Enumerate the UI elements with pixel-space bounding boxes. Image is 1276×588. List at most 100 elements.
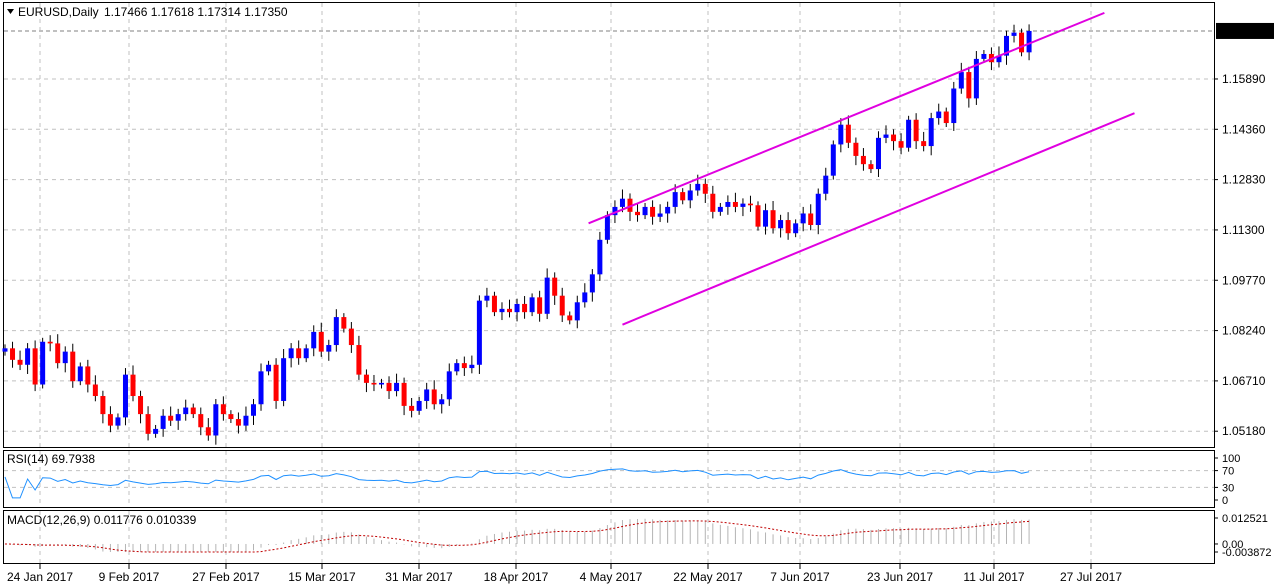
bullish-candle bbox=[454, 359, 460, 376]
bearish-candle bbox=[401, 377, 407, 416]
bearish-candle bbox=[130, 365, 136, 402]
bullish-candle bbox=[906, 115, 912, 152]
bearish-candle bbox=[318, 322, 324, 357]
candle-body bbox=[160, 415, 166, 429]
candle-body bbox=[341, 317, 347, 329]
candle-body bbox=[966, 72, 972, 99]
bearish-candle bbox=[552, 272, 558, 305]
candle-body bbox=[635, 211, 641, 216]
candle-body bbox=[153, 428, 159, 434]
bearish-candle bbox=[537, 290, 543, 322]
x-tick-label: 11 Jul 2017 bbox=[963, 570, 1024, 584]
bullish-candle bbox=[657, 204, 663, 223]
bullish-candle bbox=[499, 302, 505, 321]
candle-body bbox=[77, 366, 83, 382]
candle-body bbox=[130, 374, 136, 397]
candle-body bbox=[582, 292, 588, 303]
candle-body bbox=[537, 297, 543, 314]
candle-body bbox=[85, 366, 91, 385]
bullish-candle bbox=[958, 62, 964, 94]
bearish-candle bbox=[635, 203, 641, 222]
bearish-candle bbox=[559, 287, 565, 323]
bullish-candle bbox=[439, 394, 445, 414]
bullish-candle bbox=[469, 355, 475, 374]
bearish-candle bbox=[341, 313, 347, 333]
candle-body bbox=[702, 183, 708, 194]
candle-body bbox=[348, 328, 354, 346]
symbol-title[interactable]: EURUSD,Daily bbox=[18, 5, 99, 19]
bullish-candle bbox=[40, 337, 46, 389]
y-tick-label: 1.14360 bbox=[1222, 122, 1266, 136]
candle-body bbox=[296, 348, 302, 359]
candle-body bbox=[559, 295, 565, 316]
bullish-candle bbox=[951, 81, 957, 131]
candle-body bbox=[672, 192, 678, 207]
bullish-candle bbox=[1026, 24, 1032, 61]
candle-body bbox=[793, 223, 799, 234]
bullish-candle bbox=[250, 398, 256, 425]
candle-body bbox=[823, 175, 829, 194]
bearish-candle bbox=[168, 406, 174, 426]
ohlc-readout: 1.17466 1.17618 1.17314 1.17350 bbox=[104, 5, 288, 19]
bearish-candle bbox=[363, 369, 369, 393]
candle-body bbox=[175, 414, 181, 421]
rsi-y-tick-label: 70 bbox=[1222, 466, 1234, 478]
bearish-candle bbox=[507, 299, 513, 318]
candle-body bbox=[476, 300, 482, 365]
bearish-candle bbox=[650, 200, 656, 225]
y-tick-label: 1.06710 bbox=[1222, 374, 1266, 388]
candle-body bbox=[40, 341, 46, 385]
bearish-candle bbox=[47, 335, 53, 352]
bullish-candle bbox=[281, 348, 287, 407]
x-tick-label: 9 Feb 2017 bbox=[99, 570, 160, 584]
candle-body bbox=[883, 134, 889, 138]
x-tick-label: 22 May 2017 bbox=[673, 570, 743, 584]
candle-body bbox=[747, 203, 753, 206]
y-tick-label: 1.11300 bbox=[1222, 223, 1265, 237]
x-tick-label: 31 Mar 2017 bbox=[385, 570, 453, 584]
candle-body bbox=[544, 277, 550, 314]
y-tick-label: 1.05180 bbox=[1222, 424, 1266, 438]
bearish-candle bbox=[356, 335, 362, 380]
candle-body bbox=[220, 404, 226, 415]
candle-body bbox=[288, 348, 294, 359]
candle-body bbox=[243, 415, 249, 426]
bearish-candle bbox=[785, 212, 791, 240]
candle-body bbox=[514, 303, 520, 313]
y-tick-label: 1.12830 bbox=[1222, 173, 1266, 187]
bullish-candle bbox=[883, 125, 889, 144]
candle-body bbox=[100, 396, 106, 415]
candle-body bbox=[627, 198, 633, 212]
last-price-tag bbox=[1216, 22, 1274, 39]
candle-body bbox=[318, 331, 324, 352]
candle-body bbox=[680, 192, 686, 201]
candle-body bbox=[552, 277, 558, 296]
bullish-candle bbox=[326, 339, 332, 361]
bullish-candle bbox=[936, 103, 942, 125]
bearish-candle bbox=[273, 358, 279, 409]
candle-body bbox=[710, 193, 716, 212]
candle-body bbox=[1026, 30, 1032, 53]
candle-body bbox=[115, 417, 121, 426]
candle-body bbox=[830, 144, 836, 176]
macd-y-tick-label: 0.012521 bbox=[1222, 513, 1268, 525]
candle-body bbox=[138, 396, 144, 415]
symbol-dropdown-icon[interactable] bbox=[7, 9, 14, 14]
candle-body bbox=[266, 364, 272, 372]
candle-body bbox=[10, 348, 16, 360]
bearish-candle bbox=[85, 359, 91, 393]
y-tick-label: 1.15890 bbox=[1222, 72, 1266, 86]
candle-body bbox=[47, 341, 53, 344]
x-tick-label: 27 Jul 2017 bbox=[1060, 570, 1122, 584]
candle-body bbox=[778, 220, 784, 229]
bearish-candle bbox=[891, 129, 897, 151]
bearish-candle bbox=[770, 200, 776, 234]
candle-body bbox=[522, 303, 528, 313]
bullish-candle bbox=[258, 363, 264, 411]
bearish-candle bbox=[461, 356, 467, 376]
bearish-candle bbox=[409, 397, 415, 418]
bullish-candle bbox=[838, 118, 844, 153]
trend-channel bbox=[588, 11, 1135, 326]
candle-body bbox=[860, 155, 866, 165]
candle-body bbox=[868, 164, 874, 170]
